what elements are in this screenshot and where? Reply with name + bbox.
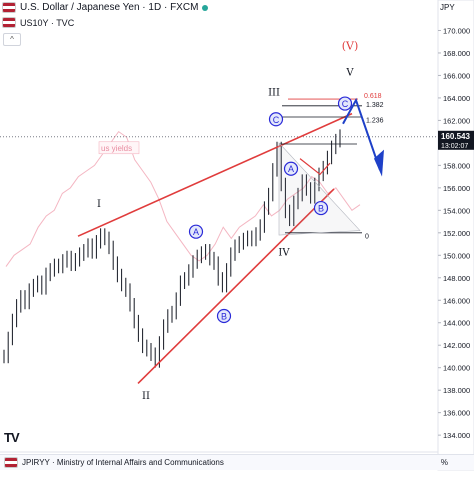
wave-circle-label: B [221, 311, 227, 321]
last-price-tag [438, 130, 474, 150]
wave-label: V [345, 67, 354, 78]
y-tick-label: 140.000 [443, 364, 470, 373]
overlay-symbol[interactable]: US10Y · TVC [20, 17, 75, 28]
chart-header: U.S. Dollar / Japanese Yen · 1D · FXCM [2, 2, 209, 13]
y-tick-label: 144.000 [443, 319, 470, 328]
y-tick-label: 164.000 [443, 94, 470, 103]
fib-label: 0 [365, 233, 369, 240]
indicator-footer: JPIRYY · Ministry of Internal Affairs an… [0, 454, 474, 470]
fib-label: 1.382 [366, 102, 384, 109]
currency-label[interactable]: JPY [440, 3, 455, 12]
y-tick-label: 166.000 [443, 71, 470, 80]
last-price-value: 160.543 [441, 132, 470, 141]
flag-icon [2, 17, 16, 28]
y-tick-label: 136.000 [443, 409, 470, 418]
wave-circle [313, 200, 329, 216]
y-tick-label: 146.000 [443, 296, 470, 305]
price-scale [437, 0, 474, 471]
y-tick-label: 156.000 [443, 184, 470, 193]
lower-wedge-line [137, 188, 335, 385]
y-tick-label: 154.000 [443, 206, 470, 215]
y-tick-label: 152.000 [443, 229, 470, 238]
market-status-icon [202, 4, 209, 11]
upper-wedge-line [77, 112, 353, 237]
tradingview-logo: TV [4, 430, 20, 445]
wave-circle [188, 224, 204, 239]
y-tick-label: 150.000 [443, 251, 470, 260]
y-tick-label: 148.000 [443, 274, 470, 283]
wave-circle-label: C [273, 115, 280, 125]
collapse-button[interactable]: ^ [3, 33, 21, 46]
fib-zone [278, 142, 361, 236]
wave-circle-label: A [193, 227, 199, 237]
y-tick-label: 134.000 [443, 431, 470, 440]
chart-title[interactable]: U.S. Dollar / Japanese Yen · 1D · FXCM [20, 2, 199, 13]
overlay-label-box [98, 141, 140, 155]
projection-path [342, 97, 381, 171]
y-tick-label: 142.000 [443, 341, 470, 350]
flag-icon [2, 2, 16, 13]
us-yields-line [5, 130, 361, 267]
footer-source: JPIRYY · Ministry of Internal Affairs an… [22, 458, 224, 467]
y-tick-label: 138.000 [443, 386, 470, 395]
flag-icon [4, 457, 18, 468]
fib-label: 1.236 [366, 118, 384, 125]
percent-scale-label[interactable]: % [440, 458, 448, 467]
wave-circle [216, 308, 232, 324]
wave-label: III [268, 88, 280, 99]
y-tick-label: 158.000 [443, 161, 470, 170]
overlay-header: US10Y · TVC [2, 17, 74, 28]
wave-label: II [142, 391, 150, 402]
y-tick-label: 162.000 [443, 116, 470, 125]
overlay-label: us yields [101, 144, 132, 153]
wave-circle [268, 112, 284, 127]
projection-arrowhead [374, 149, 384, 177]
wave-circle [283, 161, 299, 176]
countdown-value: 13:02:07 [441, 143, 468, 150]
fib-label: 0.618 [364, 93, 382, 100]
y-tick-label: 170.000 [443, 26, 470, 35]
wave-label: I [97, 199, 101, 210]
wave-circle-label: A [288, 164, 294, 174]
inner-wedge-line [299, 158, 331, 176]
wave-circle-label: C [342, 99, 349, 109]
y-tick-label: 168.000 [443, 49, 470, 58]
wave-circle-label: B [318, 204, 324, 214]
wave-circle [337, 96, 353, 111]
wave-label: IV [278, 247, 290, 258]
wave-label: (V) [342, 40, 359, 53]
